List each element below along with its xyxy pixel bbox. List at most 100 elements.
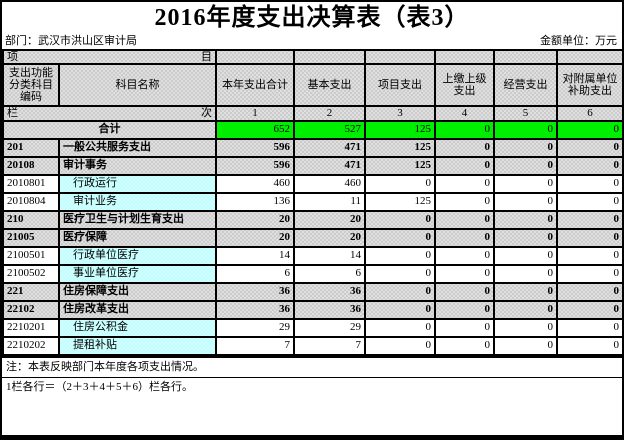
- table-row: 2100501 行政单位医疗 14 14 0 0 0 0: [2, 245, 622, 266]
- corner-item-cell: 项 目: [2, 48, 217, 66]
- column-number: 6: [556, 105, 622, 122]
- row-value: 0: [556, 245, 622, 266]
- corner-lan-label: 栏: [7, 107, 18, 120]
- row-code: 2210201: [2, 317, 60, 338]
- row-value: 20: [215, 227, 295, 248]
- table-row: 20108 审计事务 596 471 125 0 0 0: [2, 155, 622, 176]
- column-number: 1: [215, 105, 295, 122]
- row-value: 0: [364, 209, 436, 230]
- total-value: 125: [364, 119, 436, 140]
- row-value: 0: [434, 263, 495, 284]
- table-row: 221 住房保障支出 36 36 0 0 0 0: [2, 281, 622, 302]
- row-value: 0: [493, 317, 558, 338]
- table-row: 2010801 行政运行 460 460 0 0 0 0: [2, 173, 622, 194]
- row-value: 125: [364, 191, 436, 212]
- row-name: 住房保障支出: [58, 281, 217, 302]
- column-number: 3: [364, 105, 436, 122]
- row-value: 0: [493, 281, 558, 302]
- row-code: 21005: [2, 227, 60, 248]
- column-number: 2: [293, 105, 366, 122]
- amount-column-header: 本年支出合计: [215, 63, 295, 108]
- page-title: 2016年度支出决算表（表3）: [154, 5, 470, 31]
- row-value: 0: [493, 227, 558, 248]
- row-value: 596: [215, 137, 295, 158]
- corner-lan-ci-cell: 栏 次: [2, 105, 217, 122]
- meta-row: 部门：武汉市洪山区审计局 金额单位：万元: [2, 34, 622, 49]
- total-value: 652: [215, 119, 295, 140]
- header-empty-cell: [293, 48, 366, 66]
- row-code: 2210202: [2, 335, 60, 356]
- row-name: 住房公积金: [58, 317, 217, 338]
- row-value: 14: [215, 245, 295, 266]
- row-value: 36: [293, 299, 366, 320]
- column-number: 5: [493, 105, 558, 122]
- header-empty-cell: [215, 48, 295, 66]
- row-value: 0: [493, 263, 558, 284]
- row-value: 0: [434, 335, 495, 356]
- row-code: 201: [2, 137, 60, 158]
- row-value: 0: [364, 173, 436, 194]
- corner-item-right: 目: [201, 51, 212, 63]
- row-code: 210: [2, 209, 60, 230]
- row-value: 471: [293, 137, 366, 158]
- table-row: 2210202 提租补贴 7 7 0 0 0 0: [2, 335, 622, 356]
- total-label: 合计: [2, 119, 217, 140]
- row-value: 0: [556, 155, 622, 176]
- row-value: 0: [556, 281, 622, 302]
- table-row: 2210201 住房公积金 29 29 0 0 0 0: [2, 317, 622, 338]
- amount-column-header: 基本支出: [293, 63, 366, 108]
- row-value: 36: [215, 281, 295, 302]
- table-row: 21005 医疗保障 20 20 0 0 0 0: [2, 227, 622, 248]
- code-column-header: 支出功能分类科目编码: [2, 63, 60, 108]
- amount-column-header: 上缴上级支出: [434, 63, 495, 108]
- row-value: 20: [215, 209, 295, 230]
- row-value: 0: [556, 227, 622, 248]
- row-name: 医疗卫生与计划生育支出: [58, 209, 217, 230]
- total-value: 0: [493, 119, 558, 140]
- row-value: 471: [293, 155, 366, 176]
- row-name: 事业单位医疗: [58, 263, 217, 284]
- row-value: 0: [493, 299, 558, 320]
- row-value: 136: [215, 191, 295, 212]
- row-value: 0: [493, 155, 558, 176]
- row-value: 0: [556, 209, 622, 230]
- row-code: 2100502: [2, 263, 60, 284]
- row-value: 20: [293, 209, 366, 230]
- row-value: 20: [293, 227, 366, 248]
- row-value: 0: [556, 191, 622, 212]
- row-name: 住房改革支出: [58, 299, 217, 320]
- note-line-2: 1栏各行＝（2＋3＋4＋5＋6）栏各行。: [2, 376, 622, 398]
- department-label: 部门：武汉市洪山区审计局: [5, 35, 137, 47]
- row-value: 0: [434, 227, 495, 248]
- row-value: 0: [493, 191, 558, 212]
- row-value: 0: [556, 137, 622, 158]
- row-name: 提租补贴: [58, 335, 217, 356]
- row-value: 0: [364, 245, 436, 266]
- table-row: 201 一般公共服务支出 596 471 125 0 0 0: [2, 137, 622, 158]
- row-value: 11: [293, 191, 366, 212]
- amount-column-header: 项目支出: [364, 63, 436, 108]
- row-code: 2100501: [2, 245, 60, 266]
- row-value: 6: [215, 263, 295, 284]
- total-row: 合计 652 527 125 0 0 0: [2, 119, 622, 140]
- row-name: 行政运行: [58, 173, 217, 194]
- note-line-1: 注：本表反映部门本年度各项支出情况。: [2, 355, 622, 377]
- row-value: 0: [556, 173, 622, 194]
- expenditure-table: 项 目 支出功能分类科目编码 科目名称 本年支出合计 基本支出 项目支出 上缴上级支出…: [2, 48, 622, 356]
- unit-label: 金额单位：万元: [540, 35, 617, 47]
- header-row-labels: 支出功能分类科目编码 科目名称 本年支出合计 基本支出 项目支出 上缴上级支出 经营支出…: [2, 63, 622, 108]
- header-empty-cell: [493, 48, 558, 66]
- row-name: 审计事务: [58, 155, 217, 176]
- total-value: 0: [434, 119, 495, 140]
- row-value: 29: [293, 317, 366, 338]
- header-row-item: 项 目: [2, 48, 622, 66]
- row-value: 0: [493, 137, 558, 158]
- table-row: 2100502 事业单位医疗 6 6 0 0 0 0: [2, 263, 622, 284]
- name-column-header: 科目名称: [58, 63, 217, 108]
- corner-item-left: 项: [7, 51, 18, 63]
- row-value: 460: [293, 173, 366, 194]
- table-row: 2010804 审计业务 136 11 125 0 0 0: [2, 191, 622, 212]
- total-value: 0: [556, 119, 622, 140]
- header-empty-cell: [364, 48, 436, 66]
- row-code: 20108: [2, 155, 60, 176]
